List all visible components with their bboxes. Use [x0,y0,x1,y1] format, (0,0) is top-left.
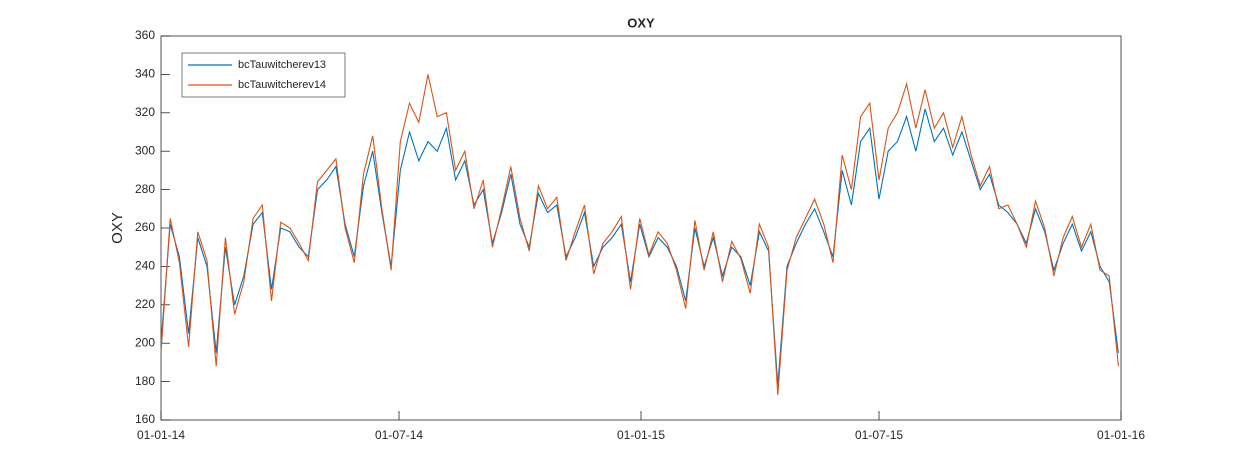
y-tick-label: 220 [135,297,155,311]
y-tick-label: 200 [135,335,155,349]
y-axis-label: OXY [109,212,126,244]
y-tick-label: 320 [135,105,155,119]
chart-title: OXY [627,15,655,30]
y-tick-label: 340 [135,67,155,81]
x-tick-label: 01-07-14 [375,428,423,442]
x-tick-label: 01-01-15 [617,428,665,442]
series-line [160,108,1119,386]
legend-label: bcTauwitcherev13 [238,59,326,71]
y-tick-label: 280 [135,182,155,196]
x-tick-label: 01-07-15 [855,428,903,442]
y-tick-label: 360 [135,28,155,42]
y-tick-label: 240 [135,259,155,273]
y-tick-label: 160 [135,412,155,426]
legend-label: bcTauwitcherev14 [238,79,326,91]
x-tick-label: 01-01-14 [137,428,185,442]
x-tick-label: 01-01-16 [1097,428,1145,442]
legend-box [181,52,346,98]
y-tick-label: 300 [135,143,155,157]
y-tick-label: 180 [135,374,155,388]
series-line [160,74,1119,396]
y-tick-label: 260 [135,220,155,234]
